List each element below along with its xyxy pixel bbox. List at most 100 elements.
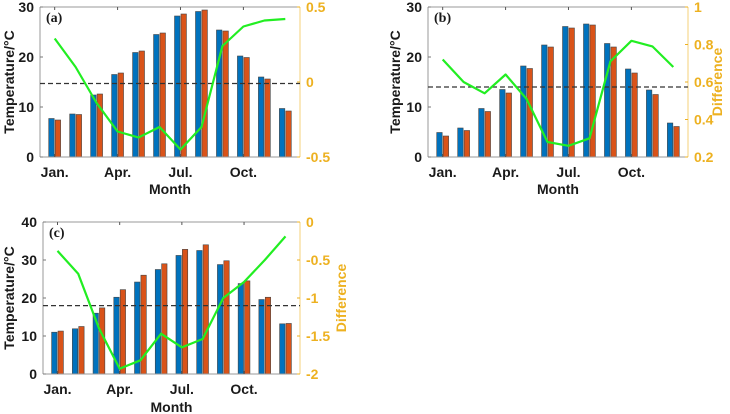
bar-2-jun <box>159 32 166 158</box>
bar-2-jul <box>182 249 189 375</box>
bar-2-oct <box>631 72 638 158</box>
bar-2-nov <box>652 94 659 158</box>
bar-1-apr <box>499 89 506 158</box>
bar-1-aug <box>583 23 590 158</box>
y-axis-label: Temperature/°C <box>1 246 17 349</box>
bar-1-jul <box>174 15 181 158</box>
y-right-tick-label: -1.5 <box>306 328 330 344</box>
bar-1-may <box>132 52 139 158</box>
bar-2-jun <box>161 263 168 375</box>
x-tick-label: Oct. <box>230 381 257 397</box>
y-tick-label: 30 <box>406 0 422 15</box>
panel-a: 0 10 20 30 -0.5 0 0.5 Jan. Apr. Jul. Oct. Month Temp… <box>1 0 330 197</box>
x-tick-label: Oct. <box>230 164 257 180</box>
y-axis-label: Temperature/°C <box>387 30 403 133</box>
x-axis-label: Month <box>537 181 579 197</box>
bar-1-dec <box>279 108 286 158</box>
bar-2-nov <box>264 78 271 158</box>
bar-2-jul <box>568 27 575 158</box>
y-right-tick-label: -0.5 <box>306 252 330 268</box>
bar-1-sep <box>604 43 611 158</box>
bar-1-oct <box>237 283 244 375</box>
x-tick-label: Apr. <box>106 381 133 397</box>
bar-2-mar <box>484 111 491 158</box>
x-axis-label: Month <box>149 181 191 197</box>
bar-2-jan <box>54 119 61 158</box>
y-right-tick-label: -0.5 <box>306 149 330 165</box>
bar-2-apr <box>505 92 512 158</box>
x-tick-label: Jul. <box>168 164 192 180</box>
bar-2-jul <box>180 13 187 158</box>
x-tick-label: Apr. <box>104 164 131 180</box>
difference-line <box>441 39 675 147</box>
panel-label: (a) <box>46 11 63 26</box>
bar-1-jan <box>48 118 55 158</box>
y-axis-label: Temperature/°C <box>1 30 17 133</box>
y-tick-label: 10 <box>18 99 34 115</box>
y-right-tick-label: 0 <box>306 214 314 230</box>
panel-label: (c) <box>49 226 65 241</box>
x-tick-label: Apr. <box>492 164 519 180</box>
bar-2-aug <box>202 244 209 375</box>
bar-2-feb <box>78 326 85 375</box>
bar-1-apr <box>111 74 118 158</box>
bar-2-dec <box>673 126 680 158</box>
bar-2-oct <box>244 280 251 375</box>
bar-1-mar <box>90 94 97 158</box>
y-tick-label: 10 <box>406 99 422 115</box>
y-tick-label: 40 <box>21 214 37 230</box>
bar-2-may <box>526 68 533 158</box>
y-right-tick-label: -1 <box>306 290 319 306</box>
bar-2-oct <box>243 57 250 158</box>
y-tick-label: 30 <box>21 252 37 268</box>
panel-label: (b) <box>434 11 451 26</box>
bar-1-oct <box>625 68 632 158</box>
y-tick-label: 0 <box>414 149 422 165</box>
bar-2-nov <box>264 296 271 375</box>
bar-1-jan <box>436 132 443 158</box>
bar-2-feb <box>463 130 470 158</box>
y-tick-label: 20 <box>406 49 422 65</box>
bar-1-jun <box>154 269 161 375</box>
bar-2-dec <box>285 323 292 375</box>
y-tick-label: 20 <box>21 290 37 306</box>
bar-1-jan <box>51 331 58 375</box>
y-right-tick-label: 0 <box>306 74 314 90</box>
bar-1-jul <box>562 26 569 158</box>
y-right-tick-label: 1 <box>694 0 702 15</box>
y-right-tick-label: -2 <box>306 366 319 382</box>
x-tick-label: Jul. <box>556 164 580 180</box>
y-tick-label: 20 <box>18 49 34 65</box>
bar-1-dec <box>279 323 286 375</box>
y-right-axis-label: Difference <box>709 48 725 117</box>
bar-1-sep <box>217 264 224 375</box>
panel-c: 0 10 20 30 40 -2 -1.5 -1 -0.5 0 Jan. Apr. Jul. Oct. Mo… <box>1 214 349 414</box>
bar-1-nov <box>258 299 265 375</box>
bar-2-mar <box>99 307 106 375</box>
bar-1-aug <box>196 250 203 375</box>
y-right-tick-label: 0.5 <box>306 0 326 15</box>
x-tick-label: Jul. <box>170 381 194 397</box>
y-right-tick-label: 0.2 <box>694 149 714 165</box>
y-right-tick-label: 0.6 <box>694 74 714 90</box>
x-tick-label: Jan. <box>429 164 457 180</box>
x-axis-label: Month <box>151 399 193 414</box>
y-right-tick-label: 0.8 <box>694 37 714 53</box>
panel-b: 0 10 20 30 0.2 0.4 0.6 0.8 1 Jan. Apr. Jul. Oct. Mont… <box>387 0 725 197</box>
bar-2-jun <box>547 46 554 158</box>
bar-2-apr <box>119 289 126 375</box>
bar-2-apr <box>117 72 124 158</box>
bar-2-jan <box>442 135 449 158</box>
bar-1-feb <box>72 328 79 375</box>
bar-2-sep <box>610 46 617 158</box>
y-tick-label: 0 <box>26 149 34 165</box>
bar-1-nov <box>646 89 653 158</box>
x-tick-label: Jan. <box>44 381 72 397</box>
y-tick-label: 10 <box>21 328 37 344</box>
difference-line <box>53 17 286 151</box>
difference-line <box>56 235 287 370</box>
bar-2-jan <box>57 330 64 375</box>
bar-1-dec <box>667 122 674 158</box>
bar-1-aug <box>195 11 202 158</box>
